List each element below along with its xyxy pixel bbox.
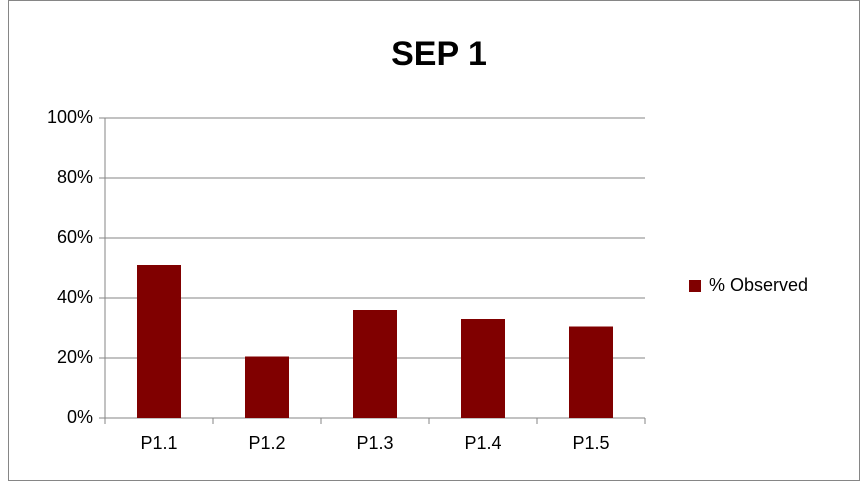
bar xyxy=(137,265,181,418)
x-tick-label: P1.4 xyxy=(464,433,501,453)
y-tick-label: 60% xyxy=(57,227,93,247)
y-tick-label: 40% xyxy=(57,287,93,307)
bar xyxy=(569,326,613,418)
x-tick-label: P1.2 xyxy=(248,433,285,453)
y-tick-label: 80% xyxy=(57,167,93,187)
bar xyxy=(461,319,505,418)
legend-swatch xyxy=(689,280,701,292)
bar xyxy=(353,310,397,418)
y-tick-label: 0% xyxy=(67,407,93,427)
y-tick-label: 20% xyxy=(57,347,93,367)
x-tick-label: P1.1 xyxy=(140,433,177,453)
y-tick-label: 100% xyxy=(47,107,93,127)
x-tick-label: P1.3 xyxy=(356,433,393,453)
chart-title: SEP 1 xyxy=(391,35,487,73)
x-tick-label: P1.5 xyxy=(572,433,609,453)
legend-label: % Observed xyxy=(709,275,808,295)
bar xyxy=(245,356,289,418)
